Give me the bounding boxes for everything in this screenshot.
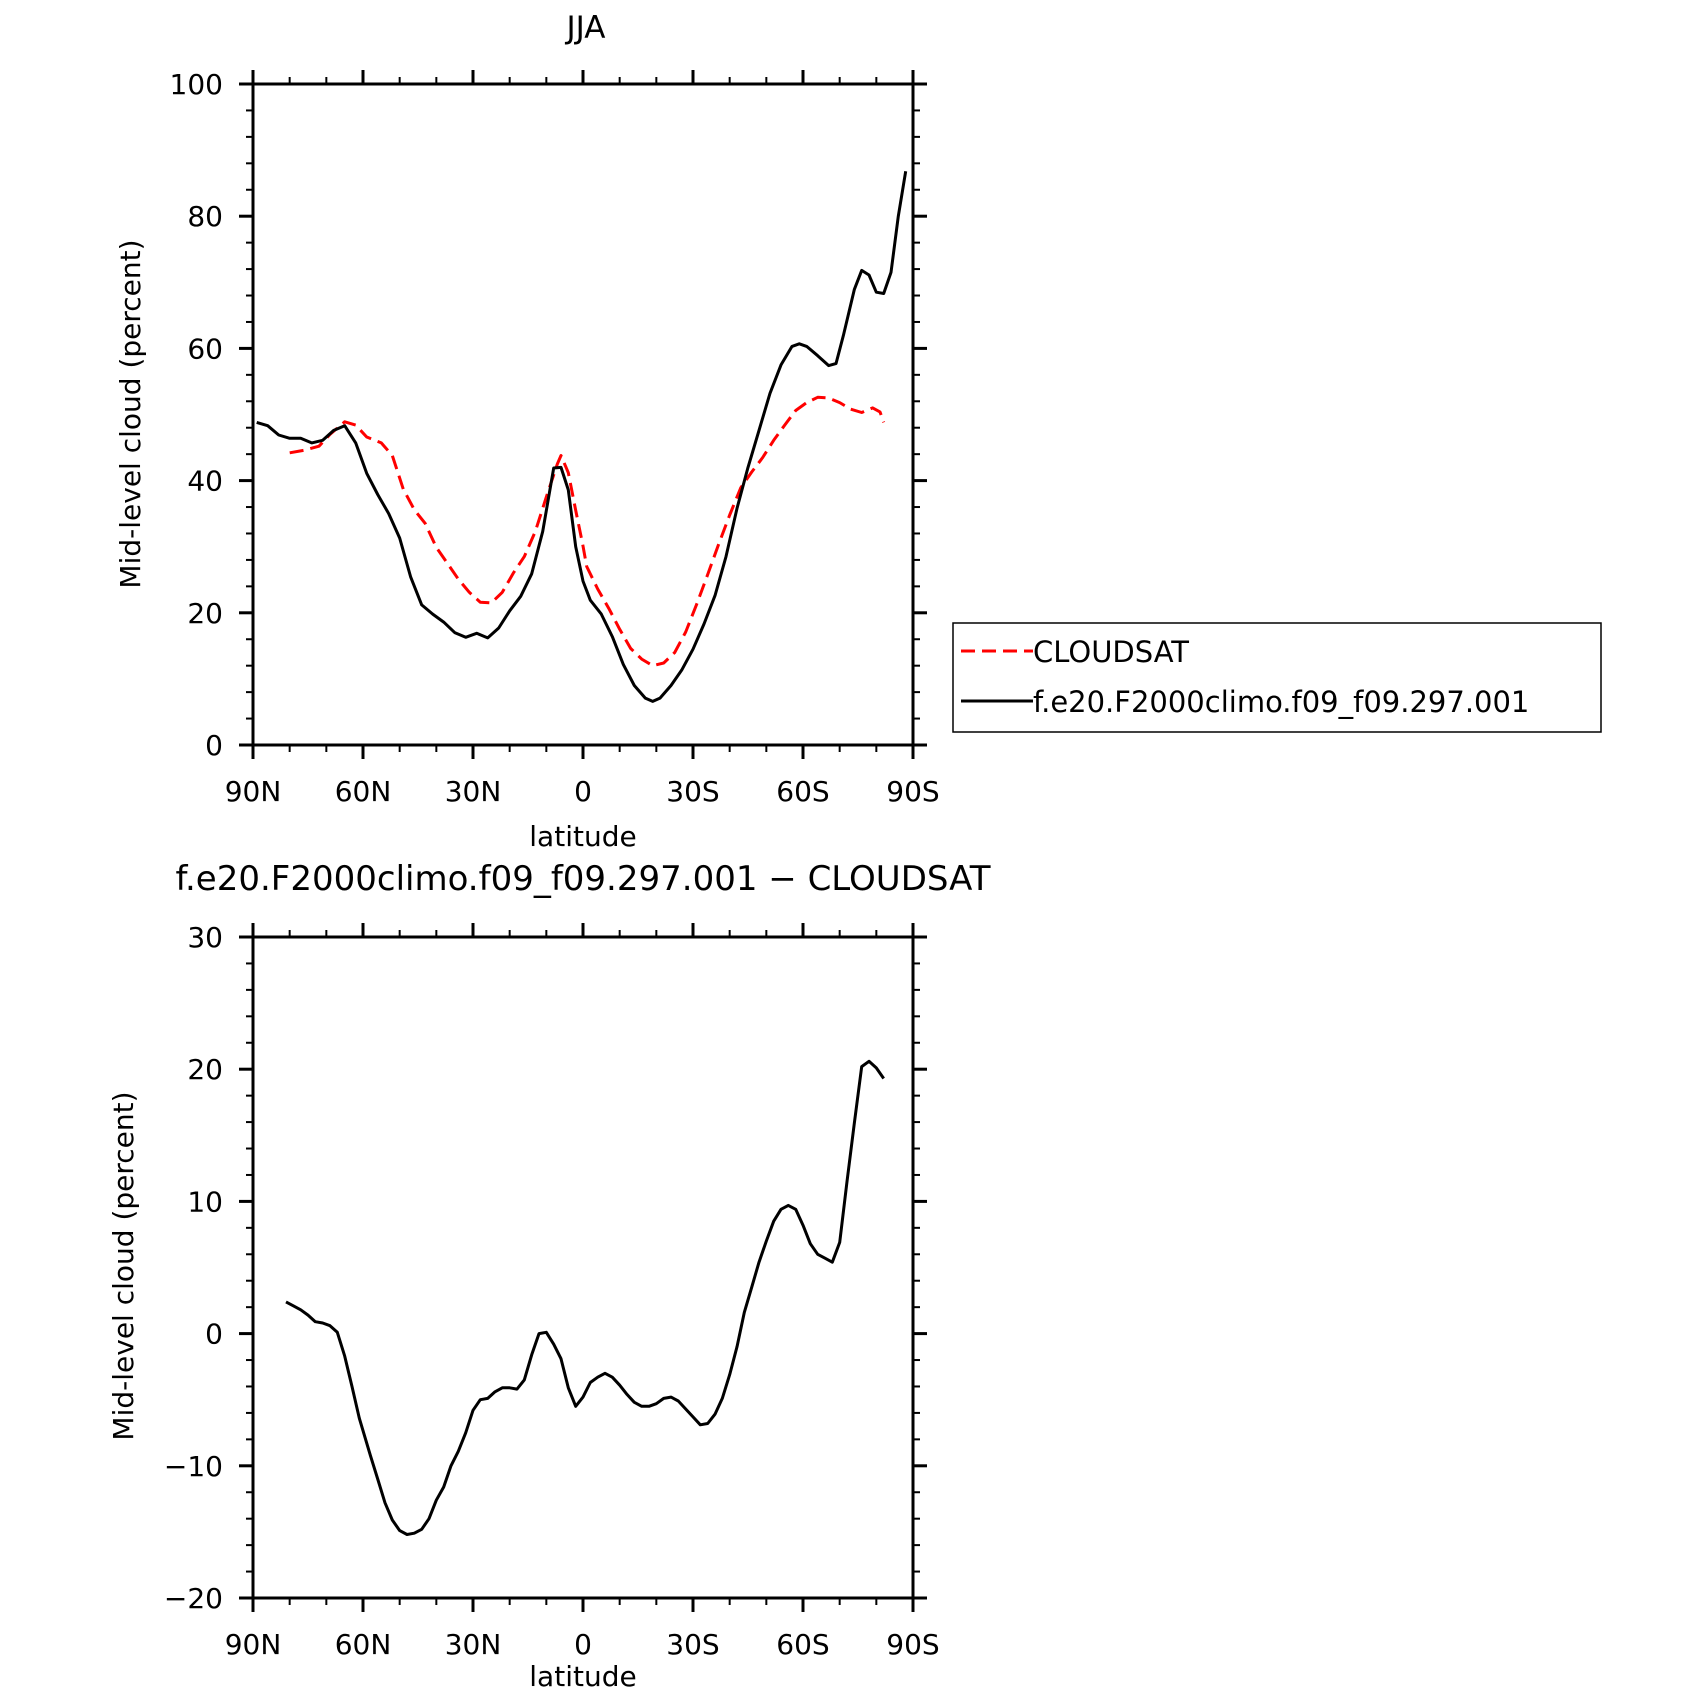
x-tick-label: 90S — [886, 1628, 939, 1661]
x-tick-label: 60S — [776, 775, 829, 808]
series-lines — [256, 171, 908, 703]
x-tick-label: 30S — [666, 775, 719, 808]
x-axis-label: latitude — [529, 1660, 636, 1693]
x-tick-labels: 90N 60N 30N 0 30S 60S 90S — [225, 1628, 940, 1661]
y-tick-label: 0 — [205, 1318, 223, 1351]
y-tick-label: 10 — [187, 1185, 223, 1218]
y-tick-label: 100 — [170, 68, 223, 101]
y-axis-label: Mid-level cloud (percent) — [107, 1091, 140, 1440]
y-axis-label: Mid-level cloud (percent) — [114, 239, 147, 588]
y-tick-label: 20 — [187, 597, 223, 630]
tick-marks — [239, 923, 927, 1612]
legend-label-cloudsat: CLOUDSAT — [1033, 635, 1189, 669]
y-tick-label: 20 — [187, 1053, 223, 1086]
series-lines — [285, 1059, 885, 1536]
plot-frame — [251, 935, 915, 1600]
legend-label-model: f.e20.F2000climo.f09_f09.297.001 — [1033, 685, 1529, 719]
x-tick-label: 60S — [776, 1628, 829, 1661]
x-axis-label: latitude — [529, 820, 636, 853]
x-tick-label: 90N — [225, 1628, 282, 1661]
y-tick-label: 80 — [187, 200, 223, 233]
chart-title: JJA — [565, 10, 606, 46]
series-line-difference — [285, 1059, 885, 1536]
chart-panel-bottom: f.e20.F2000climo.f09_f09.297.001 − CLOUD… — [107, 859, 991, 1693]
y-tick-label: 0 — [205, 729, 223, 762]
x-tick-label: 30S — [666, 1628, 719, 1661]
x-tick-label: 0 — [574, 1628, 592, 1661]
x-tick-label: 30N — [445, 1628, 502, 1661]
tick-marks — [239, 70, 927, 759]
y-tick-label: −10 — [164, 1450, 223, 1483]
legend: CLOUDSAT f.e20.F2000climo.f09_f09.297.00… — [952, 622, 1602, 733]
y-tick-label: 40 — [187, 465, 223, 498]
y-tick-label: 60 — [187, 332, 223, 365]
x-tick-label: 60N — [335, 775, 392, 808]
series-line-cloudsat — [289, 395, 886, 668]
x-tick-labels: 90N 60N 30N 0 30S 60S 90S — [225, 775, 940, 808]
x-tick-label: 90N — [225, 775, 282, 808]
x-tick-label: 90S — [886, 775, 939, 808]
x-tick-label: 30N — [445, 775, 502, 808]
y-tick-label: −20 — [164, 1582, 223, 1615]
x-tick-label: 60N — [335, 1628, 392, 1661]
chart-title: f.e20.F2000climo.f09_f09.297.001 − CLOUD… — [176, 859, 991, 899]
chart-panel-top: JJA 90N 60N 30N 0 30S 60S 90S 0 20 40 60 80 100 lat… — [114, 10, 1602, 853]
y-tick-labels: 0 20 40 60 80 100 — [170, 68, 223, 762]
x-tick-label: 0 — [574, 775, 592, 808]
plot-frame — [251, 82, 915, 747]
y-tick-labels: −20 −10 0 10 20 30 — [164, 921, 223, 1615]
y-tick-label: 30 — [187, 921, 223, 954]
series-line-f-e20-f2000climo-f09-f09-297-001 — [256, 171, 908, 703]
legend-box — [952, 622, 1602, 733]
